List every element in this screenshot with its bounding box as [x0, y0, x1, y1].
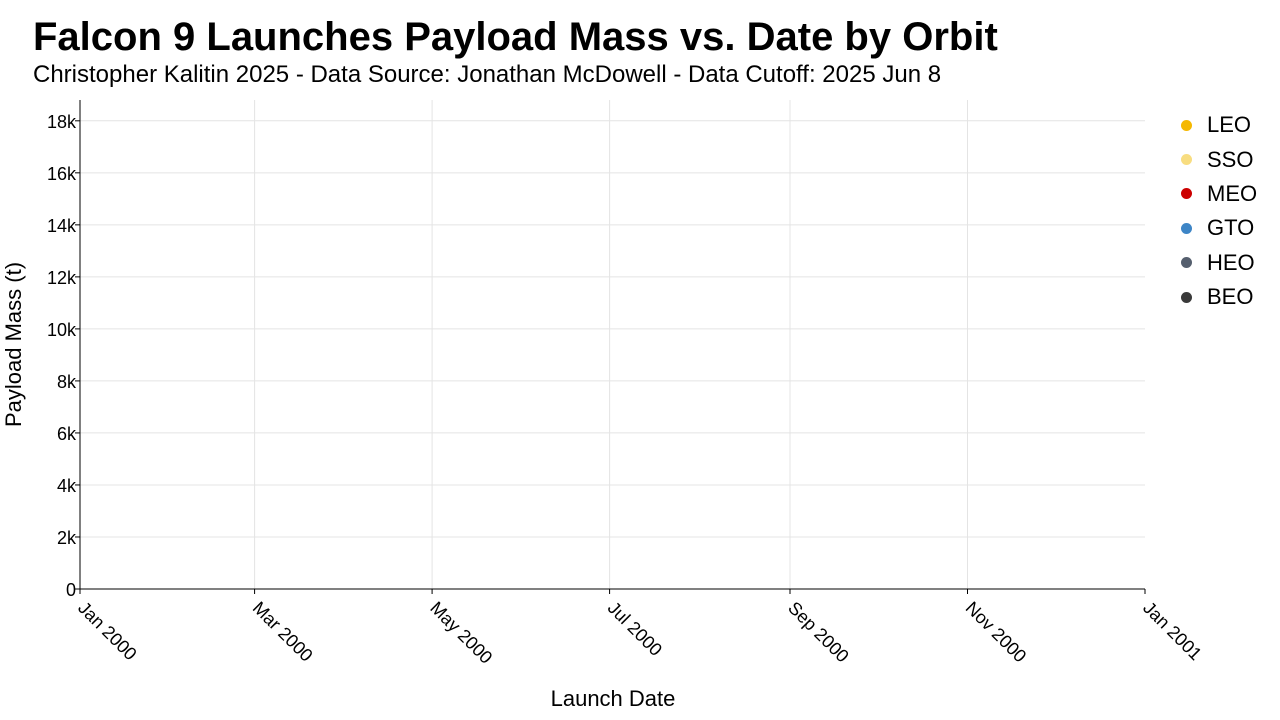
y-tick-label: 6k [57, 424, 77, 444]
x-tick-label: May 2000 [426, 598, 496, 668]
legend-marker [1181, 154, 1192, 166]
y-tick-label: 4k [57, 476, 77, 496]
grid-layer [80, 100, 1145, 589]
legend-item-leo[interactable]: LEO [1176, 108, 1276, 142]
legend-marker [1181, 119, 1192, 131]
y-tick-label: 14k [47, 216, 77, 236]
x-tick-label: Jan 2000 [74, 598, 141, 665]
legend-item-heo[interactable]: HEO [1176, 246, 1276, 280]
x-tick-label: Jul 2000 [604, 598, 666, 660]
x-tick-label: Nov 2000 [962, 598, 1031, 667]
y-tick-label: 18k [47, 112, 77, 132]
legend-marker [1181, 291, 1192, 303]
y-tick-label: 16k [47, 164, 77, 184]
legend-item-beo[interactable]: BEO [1176, 280, 1276, 314]
y-tick-label: 8k [57, 372, 77, 392]
legend-marker [1181, 257, 1192, 269]
legend-marker [1181, 188, 1192, 200]
x-tick-label: Mar 2000 [249, 598, 317, 666]
legend-item-meo[interactable]: MEO [1176, 177, 1276, 211]
legend-item-gto[interactable]: GTO [1176, 211, 1276, 245]
axis-layer: 0 2k 4k 6k 8k 10k 12k 14k 16k 18k Jan 2000 Mar 2000… [47, 100, 1206, 668]
legend-label: MEO [1207, 180, 1258, 206]
legend-label: SSO [1207, 146, 1254, 172]
x-tick-label: Sep 2000 [784, 598, 853, 667]
legend: LEO SSO MEO GTO HEO BEO [1176, 108, 1276, 314]
chart-title: Falcon 9 Launches Payload Mass vs. Date … [33, 15, 998, 59]
legend-marker [1181, 222, 1192, 234]
legend-label: GTO [1207, 215, 1255, 241]
legend-label: HEO [1207, 249, 1255, 275]
legend-label: LEO [1207, 112, 1252, 138]
y-tick-label: 12k [47, 268, 77, 288]
legend-label: BEO [1207, 284, 1254, 310]
y-tick-label: 0 [66, 580, 76, 600]
x-tick-label: Jan 2001 [1139, 598, 1206, 665]
y-tick-label: 10k [47, 320, 77, 340]
x-axis-title: Launch Date [551, 686, 676, 711]
y-axis-title: Payload Mass (t) [1, 262, 26, 427]
legend-item-sso[interactable]: SSO [1176, 142, 1276, 176]
y-tick-label: 2k [57, 528, 77, 548]
chart-subtitle: Christopher Kalitin 2025 - Data Source: … [33, 61, 942, 88]
